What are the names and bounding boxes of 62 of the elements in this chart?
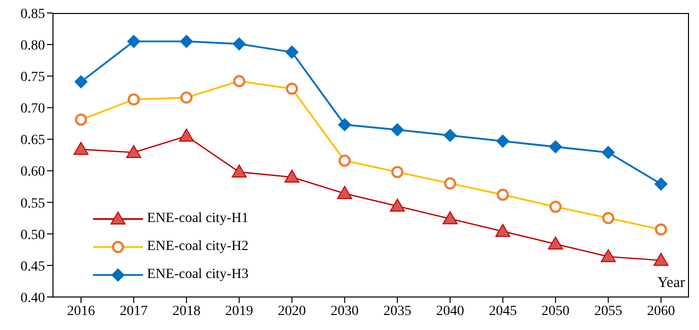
point — [128, 93, 140, 106]
point — [232, 164, 247, 178]
y-tick-label: 0.65 — [20, 133, 45, 148]
point — [495, 224, 510, 237]
point — [442, 211, 458, 224]
point — [654, 223, 668, 236]
x-tick-label: 2020 — [278, 304, 306, 319]
x-axis-title: Year — [657, 275, 685, 292]
y-tick-label: 0.60 — [20, 164, 45, 180]
x-tick-label: 2016 — [67, 304, 95, 319]
point — [233, 75, 246, 88]
y-tick-label: 0.55 — [20, 196, 45, 212]
point — [654, 252, 668, 266]
x-tick-label: 2018 — [172, 304, 200, 319]
legend-label: ENE-coal city-H3 — [147, 267, 248, 283]
point — [602, 212, 614, 224]
point — [286, 82, 298, 95]
y-tick-label: 0.85 — [20, 6, 45, 22]
y-tick-label: 0.50 — [20, 228, 45, 243]
point — [444, 128, 457, 142]
point — [338, 118, 352, 132]
point — [390, 123, 404, 136]
point — [496, 134, 510, 148]
point — [549, 140, 562, 154]
point — [390, 198, 405, 212]
point — [391, 166, 404, 178]
point — [74, 75, 88, 88]
x-tick-label: 2055 — [594, 304, 622, 319]
y-tick-label: 0.40 — [20, 290, 45, 306]
point — [284, 170, 300, 183]
x-tick-label: 2045 — [488, 304, 517, 319]
legend-label: ENE-coal city-H1 — [147, 211, 248, 227]
point — [654, 178, 668, 191]
point — [285, 46, 298, 59]
point — [127, 34, 140, 48]
point — [232, 37, 246, 50]
y-tick-label: 0.75 — [20, 70, 45, 86]
point — [548, 236, 564, 250]
point — [126, 144, 142, 158]
x-tick-label: 2030 — [330, 304, 359, 319]
y-tick-label: 0.80 — [20, 38, 45, 54]
point — [74, 142, 88, 155]
point — [74, 114, 88, 126]
y-tick-label: 0.45 — [20, 259, 45, 274]
point — [178, 128, 194, 142]
x-tick-label: 2019 — [225, 304, 254, 319]
point — [338, 154, 351, 167]
legend-label: ENE-coal city-H2 — [147, 239, 248, 255]
x-tick-label: 2050 — [542, 304, 570, 319]
point — [602, 146, 615, 159]
y-tick-label: 0.70 — [20, 102, 45, 117]
point — [600, 249, 616, 262]
point — [496, 188, 509, 201]
x-tick-label: 2017 — [120, 304, 148, 319]
point — [444, 177, 456, 190]
x-tick-label: 2040 — [436, 304, 464, 319]
point — [549, 200, 562, 213]
point — [337, 186, 352, 199]
point — [180, 91, 193, 104]
x-tick-label: 2035 — [383, 304, 412, 319]
x-tick-label: 2060 — [647, 304, 675, 319]
point — [180, 34, 193, 48]
